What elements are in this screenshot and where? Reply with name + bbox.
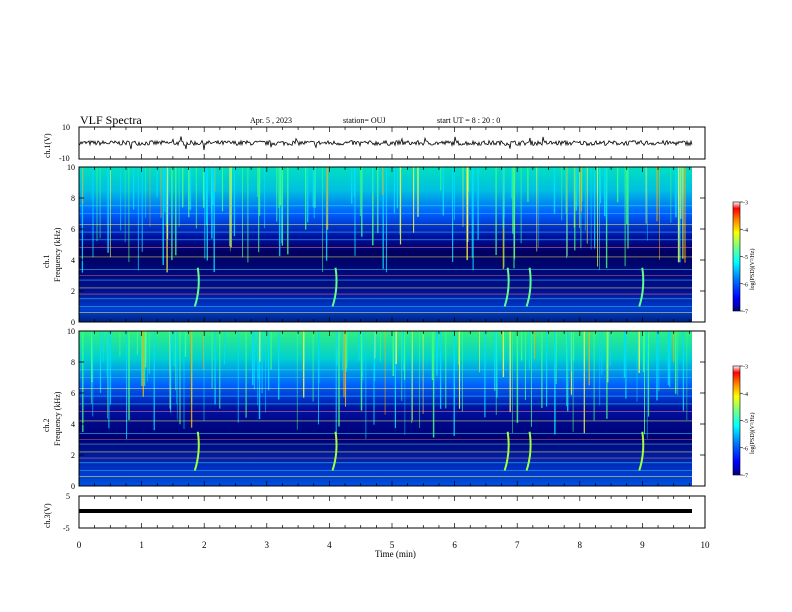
x-tick-label: 1 — [139, 540, 144, 550]
spec-ytick-label: 0 — [71, 318, 75, 327]
ch1-colorbar — [732, 201, 741, 312]
station-label: station= OUJ — [343, 116, 386, 125]
colorbar-tick-label: -6 — [743, 446, 748, 452]
ch1-spectrogram-emission — [331, 267, 338, 307]
x-tick-label: 2 — [202, 540, 207, 550]
date-label: Apr. 5 , 2023 — [250, 116, 292, 125]
figure-title: VLF Spectra — [80, 113, 142, 127]
colorbar-tick-label: -4 — [743, 392, 748, 398]
spec-ytick-label: 10 — [67, 163, 75, 172]
x-axis-label: Time (min) — [375, 549, 416, 559]
ch2-spectrogram-emission — [638, 431, 645, 471]
spec-ytick-label: 4 — [71, 420, 75, 429]
spec-ytick-label: 6 — [71, 389, 75, 398]
ch1-spectrogram-emission — [503, 267, 510, 307]
x-tick-label: 6 — [452, 540, 457, 550]
x-tick-label: 7 — [515, 540, 520, 550]
ch2-colorbar — [732, 365, 741, 476]
colorbar-tick-label: -7 — [743, 310, 748, 316]
ch1-spectrogram-emission — [525, 267, 532, 307]
x-tick-label: 4 — [327, 540, 332, 550]
ch1-ytick-top: 10 — [62, 123, 70, 132]
ch1-spectrogram-emission — [193, 267, 200, 307]
x-tick-label: 9 — [640, 540, 645, 550]
ch1-ytick-bottom: -10 — [59, 154, 70, 163]
ch1-spectrogram-image — [79, 167, 692, 322]
spec-ytick-label: 0 — [71, 482, 75, 491]
ch1-colorbar-label: log(PSD)(V²/Hz) — [749, 249, 756, 290]
ch3-wave-ylabel: ch.3(V) — [43, 503, 52, 528]
colorbar-tick-label: -7 — [743, 474, 748, 480]
x-tick-label: 8 — [578, 540, 583, 550]
colorbar-tick-label: -3 — [743, 365, 748, 371]
spec-ytick-label: 4 — [71, 256, 75, 265]
x-tick-label: 10 — [701, 540, 711, 550]
ch2-spectrogram-image — [79, 331, 692, 486]
x-tick-label: 3 — [265, 540, 270, 550]
start-time-label: start UT = 8 : 20 : 0 — [437, 116, 500, 125]
ch3-ytick-top: 5 — [66, 492, 70, 501]
colorbar-tick-label: -5 — [743, 255, 748, 261]
ch1-spectrogram-no-data-strip — [692, 167, 705, 322]
ch2-colorbar-label: log(PSD)(V²/Hz) — [749, 413, 756, 454]
ch2-spectrogram-emission — [525, 431, 532, 471]
ch2-spec-ylabel-line1: ch.2 — [42, 418, 51, 432]
spec-ytick-label: 8 — [71, 358, 75, 367]
spec-ytick-label: 8 — [71, 194, 75, 203]
ch1-waveform-panel: 10 -10 ch.1(V) — [43, 123, 706, 163]
colorbar-tick-label: -4 — [743, 228, 748, 234]
x-tick-label: 5 — [390, 540, 395, 550]
spec-ytick-label: 10 — [67, 327, 75, 336]
ch2-spec-ylabel-line2: Frequency (kHz) — [53, 391, 62, 446]
ch2-spectrogram-emission — [193, 431, 200, 471]
ch1-spectrogram-emission — [638, 267, 645, 307]
spec-ytick-label: 2 — [71, 451, 75, 460]
ch1-spec-ylabel-line2: Frequency (kHz) — [53, 227, 62, 282]
ch3-ytick-bottom: -5 — [63, 524, 70, 533]
colorbar-tick-label: -5 — [743, 419, 748, 425]
ch3-waveform-trace — [79, 509, 692, 513]
ch2-spectrogram-no-data-strip — [692, 331, 705, 486]
ch2-spectrogram-emission — [331, 431, 338, 471]
ch3-waveform-panel: 5 -5 ch.3(V) — [43, 492, 706, 533]
colorbar-tick-label: -6 — [743, 282, 748, 288]
spec-ytick-label: 6 — [71, 225, 75, 234]
colorbar-tick-label: -3 — [743, 201, 748, 207]
ch1-wave-ylabel: ch.1(V) — [43, 133, 52, 158]
ch1-spec-ylabel-line1: ch.1 — [42, 254, 51, 268]
ch1-waveform-trace — [78, 136, 693, 151]
x-tick-label: 0 — [77, 540, 82, 550]
ch2-spectrogram-emission — [503, 431, 510, 471]
spec-ytick-label: 2 — [71, 287, 75, 296]
